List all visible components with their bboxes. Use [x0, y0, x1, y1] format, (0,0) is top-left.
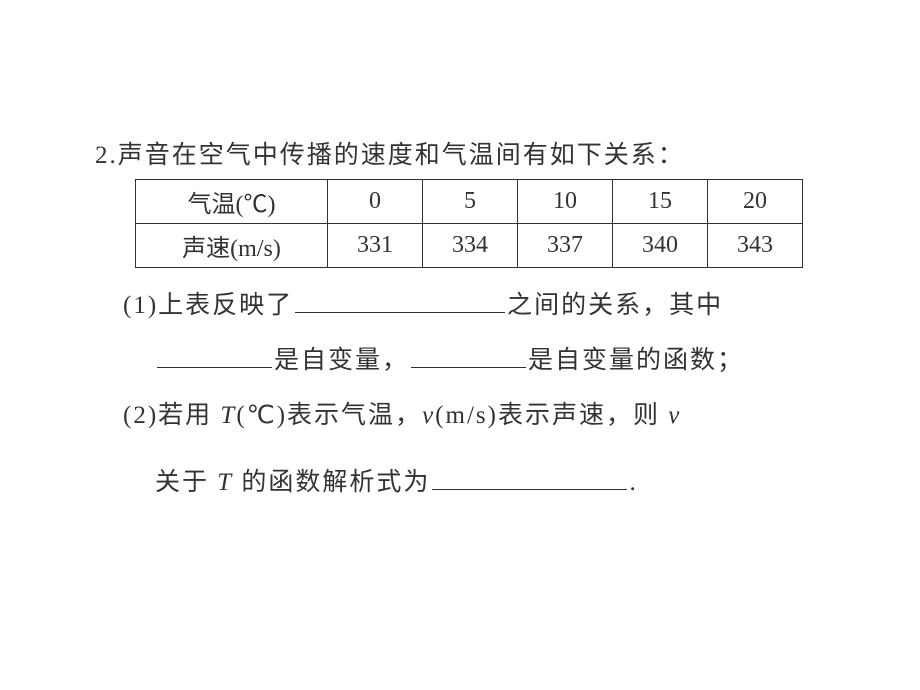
problem-statement: 2.声音在空气中传播的速度和气温间有如下关系：	[95, 135, 855, 171]
question-2-line2: 关于 T 的函数解析式为.	[155, 455, 855, 510]
row-header: 声速(m/s)	[136, 224, 328, 268]
fill-blank	[295, 312, 505, 313]
q1-text: 上表反映了	[158, 292, 293, 319]
q2-text: (m/s)表示声速，则	[435, 402, 668, 429]
table-cell: 337	[518, 224, 613, 268]
q1-text: 是自变量，	[274, 347, 409, 374]
period: .	[629, 469, 637, 496]
fill-blank	[157, 367, 272, 368]
statement-text: 声音在空气中传播的速度和气温间有如下关系：	[118, 142, 685, 169]
question-2: (2)若用 T(℃)表示气温，v(m/s)表示声速，则 v	[123, 388, 855, 443]
row-header: 气温(℃)	[136, 180, 328, 224]
variable-T: T	[220, 402, 236, 429]
q2-text: 的函数解析式为	[233, 469, 430, 496]
table-cell: 343	[708, 224, 803, 268]
q1-text: 之间的关系，其中	[507, 292, 723, 319]
problem-number: 2.	[95, 142, 118, 169]
table-cell: 340	[613, 224, 708, 268]
data-table-container: 气温(℃) 0 5 10 15 20 声速(m/s) 331 334 337 3…	[135, 179, 855, 268]
q1-text: 是自变量的函数；	[528, 347, 744, 374]
table-cell: 0	[328, 180, 423, 224]
q2-text: (℃)表示气温，	[236, 402, 422, 429]
table-cell: 20	[708, 180, 803, 224]
question-1-line2: 是自变量， 是自变量的函数；	[155, 333, 855, 388]
q2-text: 关于	[155, 469, 217, 496]
q2-text: 若用	[158, 402, 220, 429]
table-cell: 15	[613, 180, 708, 224]
variable-v: v	[422, 402, 435, 429]
table-row: 声速(m/s) 331 334 337 340 343	[136, 224, 803, 268]
question-1: (1)上表反映了 之间的关系，其中	[123, 278, 855, 333]
variable-T: T	[217, 469, 233, 496]
data-table: 气温(℃) 0 5 10 15 20 声速(m/s) 331 334 337 3…	[135, 179, 803, 268]
fill-blank	[411, 367, 526, 368]
table-cell: 334	[423, 224, 518, 268]
variable-v: v	[668, 402, 681, 429]
q2-label: (2)	[123, 402, 158, 429]
q1-label: (1)	[123, 292, 158, 319]
table-cell: 10	[518, 180, 613, 224]
table-cell: 331	[328, 224, 423, 268]
fill-blank	[432, 489, 627, 490]
problem-content: 2.声音在空气中传播的速度和气温间有如下关系： 气温(℃) 0 5 10 15 …	[95, 135, 855, 510]
table-row: 气温(℃) 0 5 10 15 20	[136, 180, 803, 224]
table-cell: 5	[423, 180, 518, 224]
